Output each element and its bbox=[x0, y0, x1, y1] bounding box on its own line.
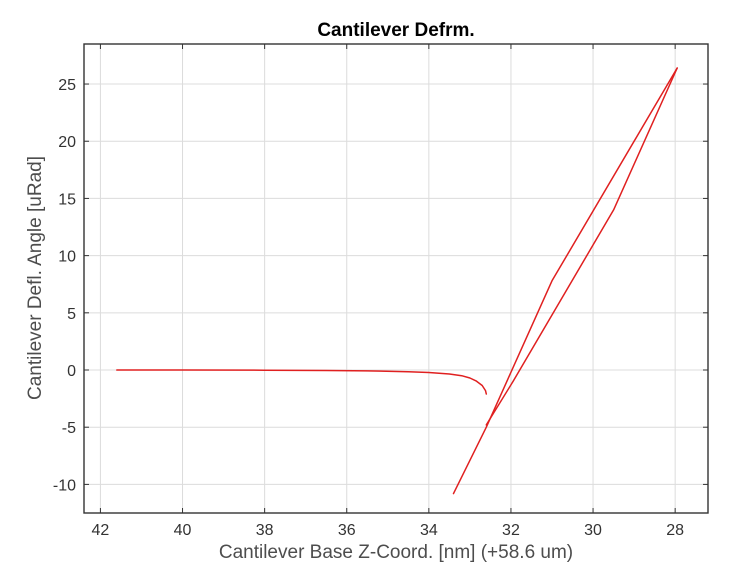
chart-title: Cantilever Defrm. bbox=[317, 20, 474, 41]
series-line-1 bbox=[116, 369, 488, 395]
x-tick-label: 38 bbox=[256, 522, 274, 539]
y-tick-label: 0 bbox=[67, 363, 76, 380]
x-tick-label: 30 bbox=[584, 522, 602, 539]
x-tick-label: 32 bbox=[502, 522, 520, 539]
x-tick-label: 28 bbox=[666, 522, 684, 539]
x-tick-label: 36 bbox=[338, 522, 356, 539]
y-tick-label: 20 bbox=[58, 134, 76, 151]
y-tick-label: 10 bbox=[58, 249, 76, 266]
x-tick-label: 40 bbox=[174, 522, 192, 539]
y-tick-label: -10 bbox=[53, 477, 76, 494]
plot-frame bbox=[83, 43, 709, 514]
y-tick-label: 5 bbox=[67, 306, 76, 323]
x-axis-label: Cantilever Base Z-Coord. [nm] (+58.6 um) bbox=[219, 542, 573, 563]
data-series bbox=[116, 67, 678, 495]
x-tick-label: 34 bbox=[420, 522, 438, 539]
series-line-2 bbox=[452, 67, 678, 495]
y-tick-label: 25 bbox=[58, 77, 76, 94]
x-tick-label: 42 bbox=[92, 522, 110, 539]
series-line-3 bbox=[485, 67, 678, 426]
axis-ticks: 42 40 38 36 34 32 30 28 25 20 15 10 5 0 -5 -10 bbox=[53, 44, 708, 539]
y-axis-label: Cantilever Defl. Angle [uRad] bbox=[25, 156, 46, 400]
grid bbox=[84, 44, 708, 513]
y-tick-label: -5 bbox=[62, 420, 76, 437]
y-tick-label: 15 bbox=[58, 191, 76, 208]
